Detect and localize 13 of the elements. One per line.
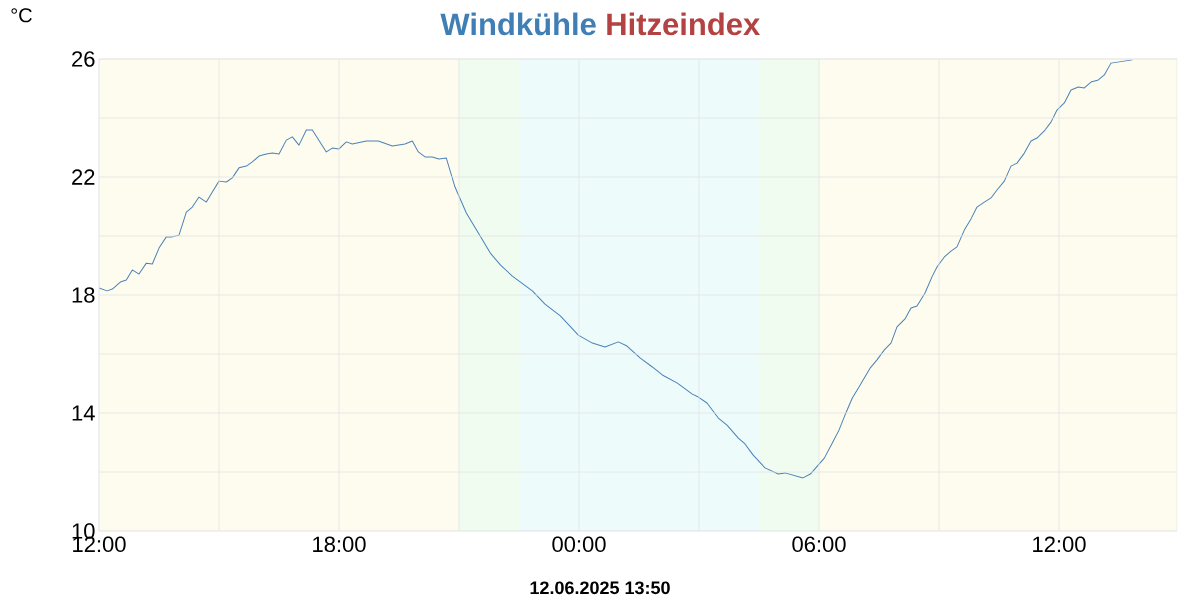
chart-title: Windkühle [440, 12, 596, 36]
y-tick-label: 18 [72, 287, 95, 303]
x-tick-label: 18:00 [313, 536, 366, 553]
line-series [99, 59, 1133, 479]
y-tick-label: 14 [72, 405, 95, 421]
y-tick-label: 26 [72, 51, 95, 67]
x-tick-label: 00:00 [552, 536, 606, 553]
x-tick-label: 12:00 [1033, 536, 1086, 553]
x-tick-label: 06:00 [792, 536, 846, 553]
text: 12.06.2025 13:50 [530, 581, 670, 595]
chart-subtitle: Hitzeindex [607, 12, 761, 36]
y-tick-label: 22 [72, 169, 95, 185]
y-axis-title: °C [11, 8, 32, 23]
